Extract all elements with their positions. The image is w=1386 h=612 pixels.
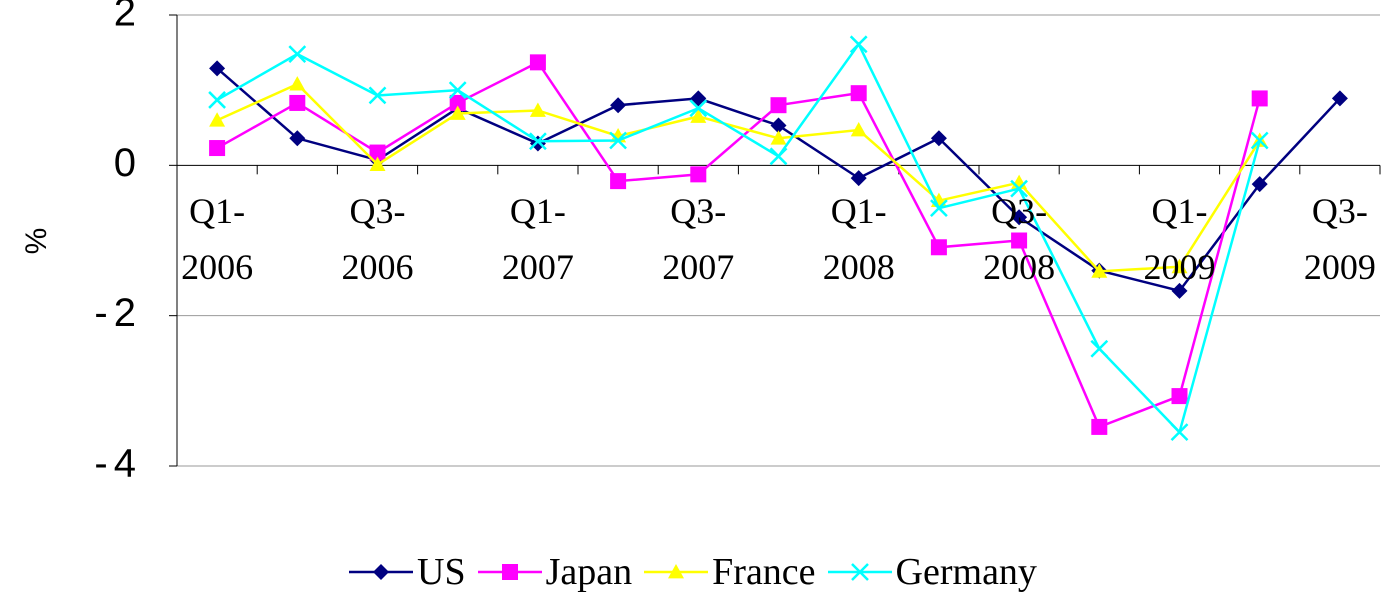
marker: [288, 45, 307, 63]
marker: [209, 112, 226, 127]
marker: [690, 108, 707, 123]
marker: [930, 130, 947, 147]
marker: [609, 131, 627, 150]
legend-icon: [644, 564, 709, 579]
marker: [850, 122, 867, 137]
x-tick-label: Q3-2007: [662, 191, 735, 288]
y-axis-label: %: [20, 228, 53, 255]
marker: [209, 60, 226, 77]
marker: [289, 130, 306, 147]
x-tick-label: Q1-2006: [181, 191, 254, 288]
marker: [769, 147, 788, 166]
marker: [373, 564, 390, 580]
marker: [770, 117, 787, 134]
legend-icon: [349, 564, 414, 580]
marker: [289, 76, 306, 91]
marker: [1091, 263, 1108, 278]
y-tick-label: -4: [94, 442, 142, 486]
marker: [501, 564, 518, 580]
marker: [369, 156, 386, 171]
marker: [1250, 131, 1269, 150]
marker: [770, 97, 787, 114]
legend-label: US: [417, 551, 466, 593]
x-tick-label: Q1-2008: [822, 191, 895, 288]
marker: [1171, 388, 1188, 405]
x-tick-label: Q3-2008: [983, 191, 1056, 288]
legend-item: US: [349, 550, 466, 594]
marker: [1251, 176, 1268, 193]
legend-item: Germany: [827, 550, 1037, 594]
legend-label: Japan: [545, 551, 633, 593]
marker: [208, 91, 226, 109]
marker: [850, 170, 867, 187]
marker: [449, 105, 466, 120]
marker: [1251, 90, 1268, 107]
marker: [529, 54, 546, 71]
marker: [1010, 179, 1028, 198]
marker: [1171, 258, 1188, 274]
marker: [770, 130, 787, 145]
y-tick-label: 0: [114, 141, 142, 185]
legend: US Japan France Germany: [0, 550, 1386, 594]
x-tick-label: Q1-2009: [1143, 191, 1216, 288]
marker: [1011, 209, 1028, 226]
legend-icon: [827, 563, 892, 581]
marker: [529, 132, 547, 151]
marker: [850, 85, 867, 102]
series-line: [216, 60, 1261, 429]
legend-label: France: [712, 551, 816, 593]
marker: [690, 90, 707, 107]
marker: [689, 99, 708, 118]
marker: [1171, 282, 1188, 299]
x-tick-label: Q1-2007: [501, 191, 574, 288]
marker: [369, 144, 386, 161]
marker: [690, 166, 707, 183]
y-tick-label: 2: [114, 0, 142, 35]
marker: [1090, 339, 1109, 358]
marker: [849, 35, 868, 54]
y-tick-label: -2: [94, 291, 142, 335]
x-tick-label: Q3-2006: [341, 191, 414, 288]
legend-icon: [477, 564, 542, 580]
marker: [610, 97, 627, 114]
series-line: [216, 82, 1261, 273]
x-tick-label: Q3-2009: [1303, 191, 1376, 288]
series-line: [216, 41, 1261, 435]
marker: [1331, 90, 1348, 107]
marker: [1091, 418, 1108, 435]
marker: [449, 94, 466, 111]
marker: [610, 173, 627, 190]
marker: [529, 102, 546, 117]
marker: [668, 564, 685, 579]
marker: [930, 239, 947, 256]
marker: [1011, 232, 1028, 249]
marker: [209, 140, 226, 157]
marker: [930, 199, 948, 218]
marker: [1170, 423, 1189, 442]
legend-label: Germany: [895, 551, 1037, 593]
legend-item: France: [644, 550, 816, 594]
marker: [368, 86, 387, 105]
marker: [289, 94, 306, 111]
legend-item: Japan: [477, 550, 633, 594]
marker: [448, 81, 467, 100]
marker: [850, 563, 869, 581]
